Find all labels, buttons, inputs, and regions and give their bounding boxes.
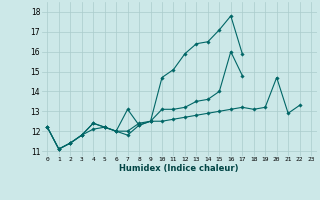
- X-axis label: Humidex (Indice chaleur): Humidex (Indice chaleur): [119, 164, 239, 173]
